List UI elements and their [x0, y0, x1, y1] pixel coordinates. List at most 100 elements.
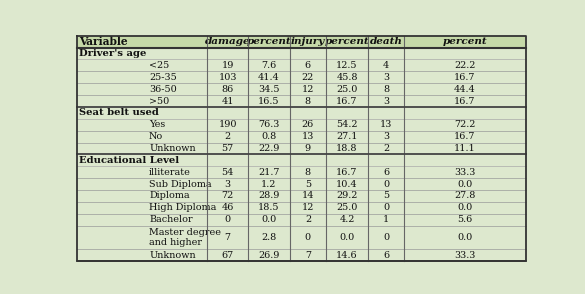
Text: 1: 1: [383, 215, 389, 224]
Text: 16.5: 16.5: [258, 96, 280, 106]
Text: 12: 12: [302, 203, 314, 212]
Text: 41.4: 41.4: [258, 73, 280, 82]
Text: 25.0: 25.0: [336, 203, 357, 212]
Text: 12.5: 12.5: [336, 61, 357, 70]
Text: Master degree
and higher: Master degree and higher: [149, 228, 221, 247]
Text: 2: 2: [305, 215, 311, 224]
Text: 46: 46: [221, 203, 234, 212]
Text: Unknown: Unknown: [149, 144, 195, 153]
Text: percent: percent: [443, 37, 487, 46]
Text: 25-35: 25-35: [149, 73, 177, 82]
Text: Sub Diploma: Sub Diploma: [149, 180, 212, 188]
Text: 2: 2: [383, 144, 389, 153]
Text: illiterate: illiterate: [149, 168, 191, 177]
Text: 34.5: 34.5: [258, 85, 280, 93]
Text: 54: 54: [221, 168, 234, 177]
Text: injury: injury: [291, 37, 325, 46]
Text: 4.2: 4.2: [339, 215, 355, 224]
Text: 25.0: 25.0: [336, 85, 357, 93]
Text: Diploma: Diploma: [149, 191, 190, 201]
Text: 9: 9: [305, 144, 311, 153]
Text: death: death: [370, 37, 402, 46]
Text: damage: damage: [205, 37, 250, 46]
Text: 28.9: 28.9: [258, 191, 280, 201]
Text: 0.0: 0.0: [339, 233, 355, 242]
Text: 22.9: 22.9: [258, 144, 280, 153]
Text: 8: 8: [305, 168, 311, 177]
Text: 10.4: 10.4: [336, 180, 358, 188]
Text: 41: 41: [221, 96, 234, 106]
Text: 22.2: 22.2: [455, 61, 476, 70]
Text: 16.7: 16.7: [454, 132, 476, 141]
Text: Educational Level: Educational Level: [80, 156, 180, 165]
Text: 33.3: 33.3: [455, 168, 476, 177]
Text: 0.0: 0.0: [457, 203, 473, 212]
Text: 44.4: 44.4: [454, 85, 476, 93]
Text: 21.7: 21.7: [258, 168, 280, 177]
Text: 0: 0: [225, 215, 230, 224]
Text: Unknown: Unknown: [149, 251, 195, 260]
Text: 19: 19: [221, 61, 234, 70]
Text: Yes: Yes: [149, 120, 166, 129]
Text: 4: 4: [383, 61, 389, 70]
Text: 14.6: 14.6: [336, 251, 358, 260]
Text: percent: percent: [246, 37, 291, 46]
Text: 14: 14: [302, 191, 314, 201]
Text: 3: 3: [225, 180, 230, 188]
Text: 33.3: 33.3: [455, 251, 476, 260]
Text: 190: 190: [218, 120, 237, 129]
Text: 3: 3: [383, 73, 389, 82]
Text: 13: 13: [380, 120, 392, 129]
Text: 5.6: 5.6: [457, 215, 473, 224]
Text: 16.7: 16.7: [336, 96, 357, 106]
Text: 2.8: 2.8: [261, 233, 277, 242]
Text: 16.7: 16.7: [454, 96, 476, 106]
Text: 18.5: 18.5: [258, 203, 280, 212]
Text: 16.7: 16.7: [336, 168, 357, 177]
Text: 103: 103: [218, 73, 237, 82]
Text: 8: 8: [383, 85, 389, 93]
Text: 18.8: 18.8: [336, 144, 357, 153]
Text: 3: 3: [383, 132, 389, 141]
Text: Variable: Variable: [80, 36, 128, 47]
Text: 13: 13: [302, 132, 314, 141]
Text: 5: 5: [383, 191, 389, 201]
Text: 29.2: 29.2: [336, 191, 357, 201]
Text: 57: 57: [222, 144, 233, 153]
Text: Bachelor: Bachelor: [149, 215, 192, 224]
Text: 27.1: 27.1: [336, 132, 357, 141]
Text: percent: percent: [325, 37, 369, 46]
Text: 27.8: 27.8: [455, 191, 476, 201]
Text: 1.2: 1.2: [261, 180, 277, 188]
Text: 7: 7: [305, 251, 311, 260]
Text: 11.1: 11.1: [454, 144, 476, 153]
Text: 26: 26: [302, 120, 314, 129]
Text: 5: 5: [305, 180, 311, 188]
Text: 45.8: 45.8: [336, 73, 357, 82]
Bar: [77, 36, 525, 48]
Text: 22: 22: [302, 73, 314, 82]
Text: Driver's age: Driver's age: [80, 49, 147, 58]
Text: 3: 3: [383, 96, 389, 106]
Text: 76.3: 76.3: [258, 120, 280, 129]
Text: 12: 12: [302, 85, 314, 93]
Text: 6: 6: [383, 251, 389, 260]
Text: >50: >50: [149, 96, 169, 106]
Text: 0.8: 0.8: [261, 132, 277, 141]
Text: 8: 8: [305, 96, 311, 106]
Text: 67: 67: [222, 251, 233, 260]
Text: <25: <25: [149, 61, 169, 70]
Text: 6: 6: [305, 61, 311, 70]
Text: 6: 6: [383, 168, 389, 177]
Text: No: No: [149, 132, 163, 141]
Text: 26.9: 26.9: [258, 251, 280, 260]
Text: 72.2: 72.2: [455, 120, 476, 129]
Text: 86: 86: [222, 85, 233, 93]
Text: 7: 7: [225, 233, 230, 242]
Text: 0: 0: [383, 203, 389, 212]
Text: High Diploma: High Diploma: [149, 203, 216, 212]
Text: 0: 0: [383, 180, 389, 188]
Text: 0.0: 0.0: [261, 215, 277, 224]
Text: 36-50: 36-50: [149, 85, 177, 93]
Text: Seat belt used: Seat belt used: [80, 108, 159, 117]
